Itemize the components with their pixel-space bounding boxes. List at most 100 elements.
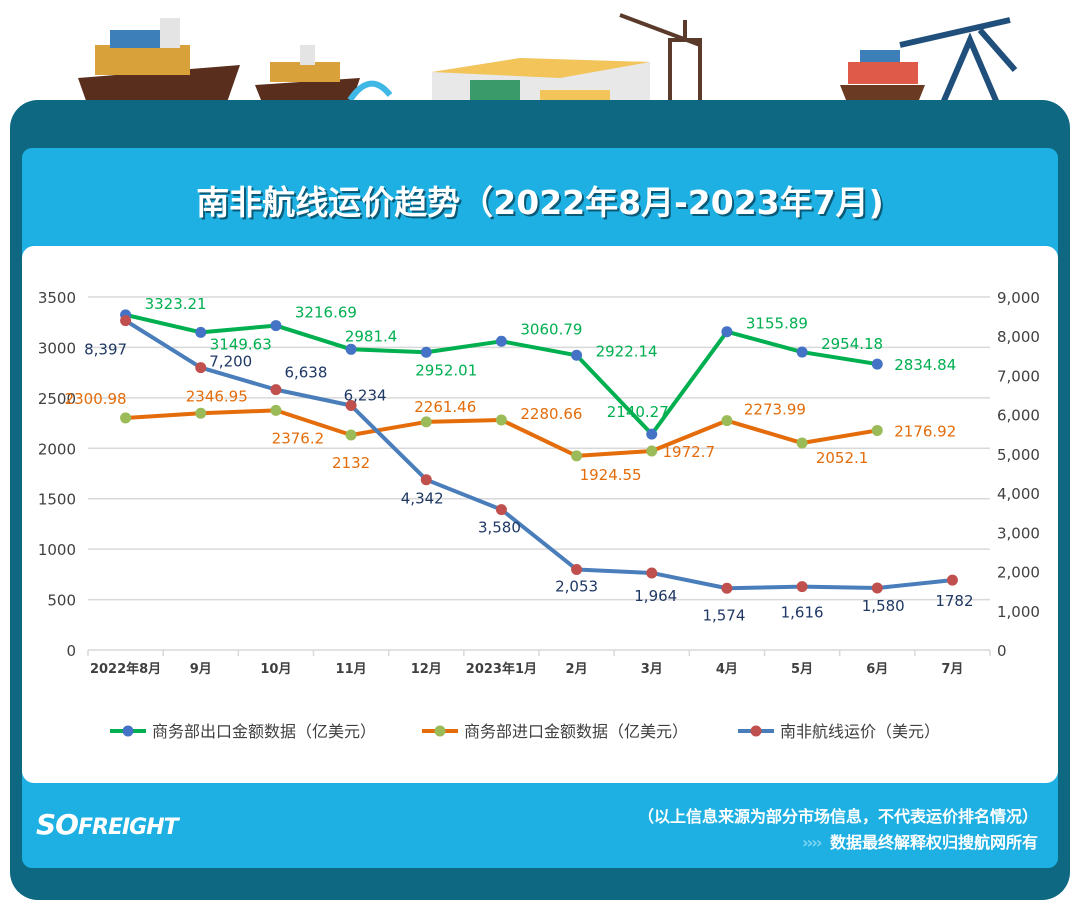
data-point xyxy=(270,404,282,416)
data-point xyxy=(270,320,282,332)
data-label: 8,397 xyxy=(84,341,127,359)
cargo-ship-icon xyxy=(78,18,240,110)
port-crane-icon xyxy=(899,17,1018,110)
y-right-tick-label: 8,000 xyxy=(997,328,1040,346)
y-right-tick-label: 4,000 xyxy=(997,485,1040,503)
y-right-tick-label: 0 xyxy=(997,642,1007,660)
data-label: 2834.84 xyxy=(894,356,956,374)
data-label: 2346.95 xyxy=(186,387,248,405)
legend-marker xyxy=(434,725,446,737)
data-point xyxy=(495,414,507,426)
data-label: 2052.1 xyxy=(816,449,869,467)
x-tick-label: 3月 xyxy=(641,662,663,677)
data-point xyxy=(871,582,883,594)
x-tick-label: 6月 xyxy=(866,662,888,677)
legend-label: 南非航线运价（美元） xyxy=(780,722,940,741)
data-label: 2132 xyxy=(332,454,370,472)
data-point xyxy=(420,474,432,486)
legend-marker xyxy=(750,725,762,737)
data-point xyxy=(721,415,733,427)
data-point xyxy=(721,582,733,594)
data-point xyxy=(195,407,207,419)
data-point xyxy=(120,315,132,327)
line-chart: 0 500 1000 1500 2000 2500 3000 3500 0 1,000 2,000 3… xyxy=(38,289,1040,741)
y-right-tick-label: 5,000 xyxy=(997,446,1040,464)
x-tick-label: 7月 xyxy=(941,662,963,677)
x-tick-label: 10月 xyxy=(260,662,291,677)
data-point xyxy=(495,504,507,516)
crane-icon xyxy=(619,13,702,105)
data-label: 2,053 xyxy=(555,577,598,595)
data-label: 4,342 xyxy=(401,490,444,508)
page-title: 南非航线运价趋势（2022年8月-2023年7月) xyxy=(196,183,884,222)
legend-label: 商务部出口金额数据（亿美元） xyxy=(152,722,376,741)
y-left-tick-label: 500 xyxy=(47,592,76,610)
x-tick-label: 12月 xyxy=(411,662,442,677)
y-left-tick-label: 0 xyxy=(66,642,76,660)
data-label: 3155.89 xyxy=(746,315,808,333)
data-label: 2261.46 xyxy=(414,398,476,416)
data-point xyxy=(345,399,357,411)
data-point xyxy=(796,346,808,358)
x-tick-label: 9月 xyxy=(190,662,212,677)
data-point xyxy=(420,416,432,428)
data-point xyxy=(796,437,808,449)
bottom-strip xyxy=(22,872,1058,894)
data-label: 2954.18 xyxy=(821,335,883,353)
x-tick-label: 5月 xyxy=(791,662,813,677)
rights-text: 数据最终解释权归搜航网所有 xyxy=(829,833,1038,852)
data-label: 2981.4 xyxy=(345,327,398,345)
y-left-tick-label: 1000 xyxy=(38,541,76,559)
data-point xyxy=(120,412,132,424)
header-illustration xyxy=(78,13,1018,110)
data-point xyxy=(646,445,658,457)
data-label: 2922.14 xyxy=(596,342,658,360)
data-point xyxy=(796,581,808,593)
y-left-tick-label: 1500 xyxy=(38,491,76,509)
data-label: 6,234 xyxy=(344,386,387,404)
warehouse-icon xyxy=(432,58,650,105)
y-right-tick-label: 9,000 xyxy=(997,289,1040,307)
rights-note: ›››› 数据最终解释权归搜航网所有 xyxy=(802,829,1038,853)
data-label: 2176.92 xyxy=(894,422,956,440)
data-label: 2273.99 xyxy=(744,401,806,419)
data-label: 1,580 xyxy=(862,597,905,615)
data-point xyxy=(571,563,583,575)
y-right-tick-label: 2,000 xyxy=(997,564,1040,582)
y-right-tick-label: 6,000 xyxy=(997,407,1040,425)
data-label: 1,574 xyxy=(702,606,745,624)
data-point xyxy=(195,362,207,374)
chevrons-icon: ›››› xyxy=(802,833,824,852)
data-label: 1972.7 xyxy=(663,443,716,461)
data-point xyxy=(646,567,658,579)
data-label: 1,616 xyxy=(781,604,824,622)
data-point xyxy=(571,349,583,361)
x-tick-label: 2022年8月 xyxy=(90,661,161,677)
series-line-3 xyxy=(124,318,953,591)
data-label: 2280.66 xyxy=(520,405,582,423)
x-tick-label: 2023年1月 xyxy=(466,661,537,677)
data-point xyxy=(270,384,282,396)
data-label: 7,200 xyxy=(209,353,252,371)
data-point xyxy=(871,358,883,370)
data-point xyxy=(495,335,507,347)
chart-card: 0 500 1000 1500 2000 2500 3000 3500 0 1,000 2,000 3… xyxy=(22,246,1058,783)
y-left-tick-label: 2000 xyxy=(38,440,76,458)
data-point xyxy=(420,346,432,358)
y-right-tick-label: 3,000 xyxy=(997,524,1040,542)
x-tick-label: 4月 xyxy=(716,662,738,677)
data-point xyxy=(646,428,658,440)
data-label: 1782 xyxy=(935,592,973,610)
data-label: 2376.2 xyxy=(272,429,325,447)
data-label: 1924.55 xyxy=(580,466,642,484)
y-right-tick-label: 7,000 xyxy=(997,367,1040,385)
legend-marker xyxy=(122,725,134,737)
data-label: 1,964 xyxy=(634,587,677,605)
data-label: 3060.79 xyxy=(520,320,582,338)
data-label: 6,638 xyxy=(284,364,327,382)
data-label: 3149.63 xyxy=(210,335,272,353)
data-label: 3323.21 xyxy=(145,295,207,313)
x-tick-label: 11月 xyxy=(336,662,367,677)
data-point xyxy=(345,343,357,355)
data-point xyxy=(946,574,958,586)
